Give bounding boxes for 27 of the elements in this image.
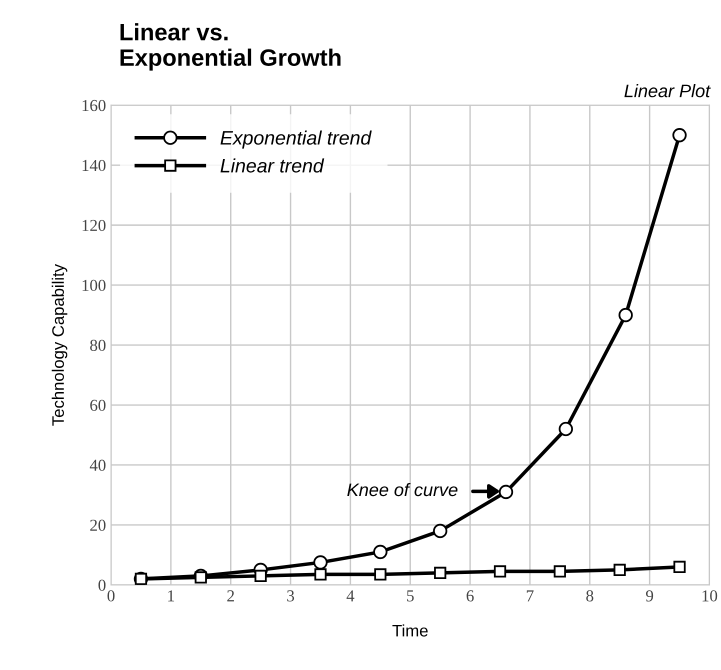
- y-axis-title: Technology Capability: [52, 264, 68, 426]
- x-tick-label: 1: [168, 590, 174, 602]
- x-tick-label: 9: [646, 590, 654, 602]
- legend-label: Linear trend: [220, 158, 324, 173]
- y-tick-label: 0: [98, 580, 106, 591]
- y-tick-label: 100: [82, 280, 106, 292]
- x-axis-title: Time: [392, 624, 428, 637]
- y-tick-label: 160: [82, 100, 106, 112]
- x-tick-label: 10: [702, 590, 718, 602]
- y-tick-label: 140: [82, 160, 106, 172]
- x-tick-label: 2: [227, 590, 234, 602]
- x-tick-label: 3: [287, 590, 294, 602]
- legend-label: Exponential trend: [220, 130, 372, 149]
- y-tick-label: 20: [90, 520, 106, 531]
- y-tick-label: 80: [90, 340, 106, 351]
- x-tick-label: 0: [108, 590, 115, 602]
- chart-title: Linear vs. Exponential Growth: [120, 23, 341, 71]
- x-tick-label: 7: [526, 590, 534, 602]
- y-tick-label: 60: [90, 400, 106, 411]
- text: Linear Plot: [624, 84, 711, 98]
- y-tick-label: 120: [82, 220, 106, 232]
- x-tick-label: 8: [586, 590, 594, 602]
- y-tick-label: 40: [90, 460, 106, 471]
- x-tick-label: 5: [407, 590, 414, 602]
- annotation: Knee of curve: [347, 482, 458, 496]
- x-tick-label: 4: [346, 590, 354, 602]
- x-tick-label: 6: [466, 590, 474, 602]
